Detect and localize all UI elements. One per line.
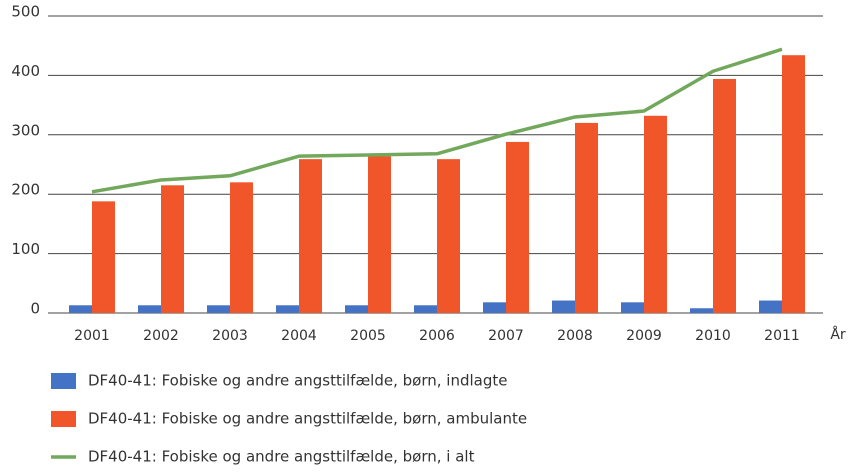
x-tick-label: 2001 xyxy=(74,328,110,344)
y-tick-label: 100 xyxy=(11,240,40,258)
y-tick-label: 0 xyxy=(30,300,40,318)
line xyxy=(91,47,783,194)
bar xyxy=(207,305,230,313)
x-tick-label: 2004 xyxy=(281,328,317,344)
legend-label: DF40-41: Fobiske og andre angsttilfælde,… xyxy=(88,410,527,428)
legend-label: DF40-41: Fobiske og andre angsttilfælde,… xyxy=(88,372,507,390)
bar xyxy=(621,302,644,313)
x-tick-label: 2006 xyxy=(419,328,455,344)
bar xyxy=(345,305,368,313)
bar xyxy=(138,305,161,313)
x-tick-label: 2011 xyxy=(764,328,800,344)
y-tick-label: 200 xyxy=(11,181,40,199)
bar xyxy=(92,201,115,313)
x-tick-label: 2008 xyxy=(557,328,593,344)
legend-swatch xyxy=(51,373,76,389)
y-tick-label: 400 xyxy=(11,62,40,80)
bar xyxy=(69,305,92,313)
x-tick-label: 2002 xyxy=(143,328,179,344)
bar xyxy=(782,55,805,313)
bar xyxy=(230,182,253,313)
bar xyxy=(161,185,184,313)
bar xyxy=(368,156,391,313)
bar xyxy=(276,305,299,313)
bar xyxy=(506,141,529,313)
x-tick-label: 2009 xyxy=(626,328,662,344)
y-tick-label: 300 xyxy=(11,121,40,139)
bar xyxy=(759,300,782,313)
bar xyxy=(483,302,506,313)
x-tick-label: 2003 xyxy=(212,328,248,344)
bar xyxy=(690,308,713,313)
bar xyxy=(414,305,437,313)
legend-label: DF40-41: Fobiske og andre angsttilfælde,… xyxy=(88,448,475,466)
x-tick-label: 2007 xyxy=(488,328,524,344)
bar xyxy=(713,78,736,314)
bar xyxy=(575,122,598,313)
bar xyxy=(552,300,575,313)
x-tick-label: 2010 xyxy=(695,328,731,344)
legend-swatch xyxy=(51,411,76,427)
x-axis-label: År xyxy=(830,326,846,343)
bar xyxy=(644,115,667,314)
y-tick-label: 500 xyxy=(11,3,40,21)
bar xyxy=(437,159,460,313)
x-tick-label: 2005 xyxy=(350,328,386,344)
bar xyxy=(299,159,322,313)
